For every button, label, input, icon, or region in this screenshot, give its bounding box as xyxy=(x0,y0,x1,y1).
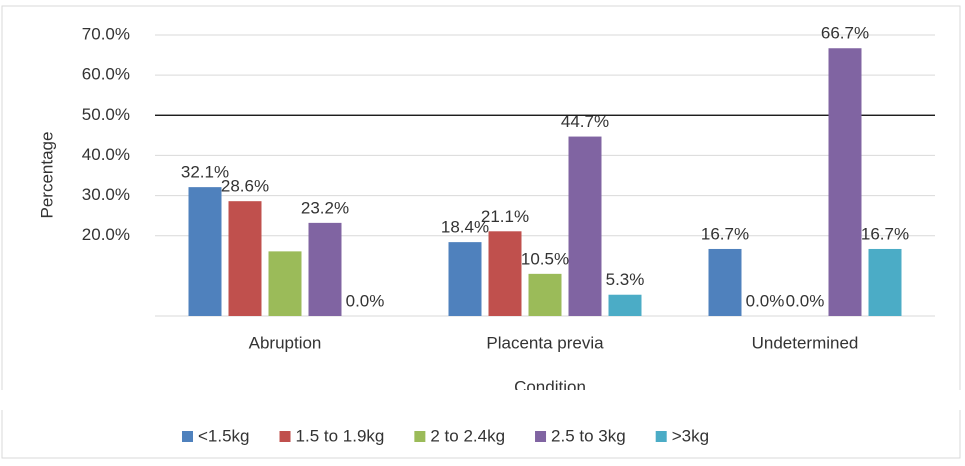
legend-label: >3kg xyxy=(672,426,709,445)
data-label: 0.0% xyxy=(746,291,785,310)
bar xyxy=(868,248,902,316)
bar xyxy=(828,48,862,317)
data-label: 18.4% xyxy=(441,218,489,237)
x-tick-label: Abruption xyxy=(249,333,322,352)
bar xyxy=(708,248,742,316)
bar xyxy=(608,294,642,316)
legend-label: 2.5 to 3kg xyxy=(551,426,626,445)
legend-swatch xyxy=(279,431,291,442)
bar xyxy=(268,251,302,316)
data-label: 16.7% xyxy=(701,224,749,243)
data-label: 0.0% xyxy=(786,291,825,310)
x-tick-label: Placenta previa xyxy=(486,333,604,352)
legend-label: 1.5 to 1.9kg xyxy=(296,426,385,445)
bar xyxy=(228,201,262,316)
chart-frame xyxy=(1,5,961,459)
data-label: 0.0% xyxy=(346,291,385,310)
legend-label: 2 to 2.4kg xyxy=(430,426,505,445)
y-tick-label: 40.0% xyxy=(82,145,130,164)
bar xyxy=(488,231,522,316)
y-tick-label: 70.0% xyxy=(82,24,130,43)
clip-mask xyxy=(0,390,965,410)
data-label: 66.7% xyxy=(821,24,869,43)
legend-swatch xyxy=(182,431,193,442)
bar xyxy=(188,187,222,316)
data-label: 28.6% xyxy=(221,177,269,196)
y-tick-label: 20.0% xyxy=(82,225,130,244)
data-label: 16.7% xyxy=(861,224,909,243)
bar xyxy=(568,136,602,316)
legend-swatch xyxy=(414,431,426,442)
data-label: 21.1% xyxy=(481,207,529,226)
legend-label: <1.5kg xyxy=(198,426,250,445)
y-tick-label: 50.0% xyxy=(82,105,130,124)
bar xyxy=(448,242,482,316)
data-label: 44.7% xyxy=(561,112,609,131)
data-label: 5.3% xyxy=(606,270,645,289)
data-label: 10.5% xyxy=(521,249,569,268)
legend-swatch xyxy=(655,431,667,442)
y-axis-title: Percentage xyxy=(37,132,56,219)
data-label: 32.1% xyxy=(181,163,229,182)
data-label: 23.2% xyxy=(301,198,349,217)
bar xyxy=(308,222,342,316)
y-tick-label: 60.0% xyxy=(82,65,130,84)
y-tick-label: 30.0% xyxy=(82,185,130,204)
bar xyxy=(528,273,562,316)
legend-swatch xyxy=(535,431,547,442)
x-tick-label: Undetermined xyxy=(752,333,859,352)
